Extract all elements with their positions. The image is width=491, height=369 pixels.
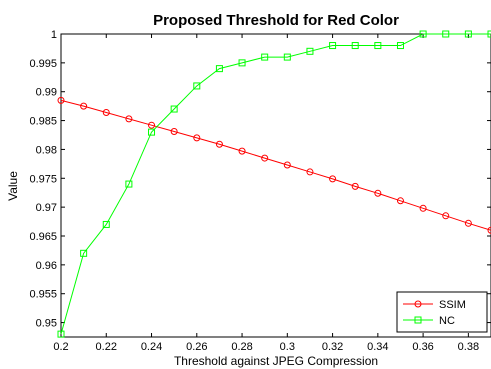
y-axis-label: Value — [6, 171, 20, 201]
y-tick-label: 0.95 — [36, 318, 57, 330]
data-point-nc — [487, 30, 491, 38]
y-tick-label: 0.975 — [29, 173, 57, 185]
data-point-nc — [148, 128, 156, 136]
data-point-nc — [238, 59, 246, 67]
series-line-nc — [60, 33, 491, 335]
data-point-ssim — [193, 134, 201, 142]
data-point-nc — [374, 42, 382, 50]
legend-label-ssim: SSIM — [439, 299, 466, 311]
data-point-ssim — [329, 175, 337, 183]
y-tick-label: 0.99 — [36, 87, 57, 99]
plot-area — [60, 33, 491, 338]
data-point-ssim — [80, 102, 88, 110]
chart-title: Proposed Threshold for Red Color — [153, 12, 399, 29]
data-point-nc — [464, 30, 472, 38]
data-point-nc — [193, 82, 201, 90]
data-point-nc — [170, 105, 178, 113]
series-layer — [57, 30, 491, 338]
x-tick-label: 0.2 — [53, 341, 68, 353]
y-tick-label: 0.98 — [36, 144, 57, 156]
legend: SSIM NC — [396, 291, 488, 333]
data-point-nc — [283, 53, 291, 61]
data-point-nc — [306, 47, 314, 55]
data-point-ssim — [261, 154, 269, 162]
x-axis-label: Threshold against JPEG Compression — [174, 354, 378, 368]
y-tick-label: 0.96 — [36, 260, 57, 272]
data-point-ssim — [215, 140, 223, 148]
data-point-nc — [396, 42, 404, 50]
data-point-ssim — [283, 161, 291, 169]
series-nc — [57, 30, 491, 338]
legend-marker-ssim — [414, 300, 422, 308]
x-tick-label: 0.26 — [186, 341, 207, 353]
data-point-ssim — [125, 115, 133, 123]
data-point-nc — [329, 42, 337, 50]
x-tick-label: 0.28 — [231, 341, 252, 353]
x-tick-label: 0.3 — [280, 341, 295, 353]
data-point-ssim — [148, 121, 156, 129]
data-point-ssim — [306, 168, 314, 176]
x-tick-label: 0.32 — [322, 341, 343, 353]
data-point-nc — [351, 42, 359, 50]
axis-ticks: 0.2 0.22 0.24 0.26 0.28 0.3 0.32 0.34 0.36 0.38 0.… — [29, 29, 491, 353]
y-tick-label: 0.965 — [29, 231, 57, 243]
data-point-nc — [102, 220, 110, 228]
y-tick-label: 1 — [51, 29, 57, 41]
data-point-ssim — [396, 197, 404, 205]
data-point-nc — [215, 65, 223, 73]
data-point-ssim — [419, 204, 427, 212]
legend-marker-nc — [414, 316, 422, 324]
data-point-ssim — [487, 226, 491, 234]
x-tick-label: 0.24 — [141, 341, 162, 353]
x-tick-label: 0.38 — [458, 341, 479, 353]
x-tick-label: 0.34 — [367, 341, 388, 353]
legend-label-nc: NC — [439, 315, 455, 327]
data-point-nc — [419, 30, 427, 38]
data-point-nc — [80, 249, 88, 257]
data-point-ssim — [57, 96, 65, 104]
series-ssim — [57, 96, 491, 234]
legend-box — [396, 291, 488, 333]
y-tick-label: 0.955 — [29, 289, 57, 301]
data-point-ssim — [238, 147, 246, 155]
data-point-nc — [125, 180, 133, 188]
y-tick-label: 0.97 — [36, 202, 57, 214]
y-tick-label: 0.995 — [29, 58, 57, 70]
data-point-ssim — [170, 128, 178, 136]
x-tick-label: 0.22 — [96, 341, 117, 353]
x-tick-label: 0.36 — [412, 341, 433, 353]
data-point-nc — [442, 30, 450, 38]
data-point-nc — [261, 53, 269, 61]
data-point-ssim — [374, 189, 382, 197]
series-line-ssim — [60, 99, 491, 231]
data-point-ssim — [351, 182, 359, 190]
data-point-ssim — [442, 212, 450, 220]
data-point-nc — [57, 330, 65, 338]
y-tick-label: 0.985 — [29, 116, 57, 128]
data-point-ssim — [464, 219, 472, 227]
data-point-ssim — [102, 108, 110, 116]
